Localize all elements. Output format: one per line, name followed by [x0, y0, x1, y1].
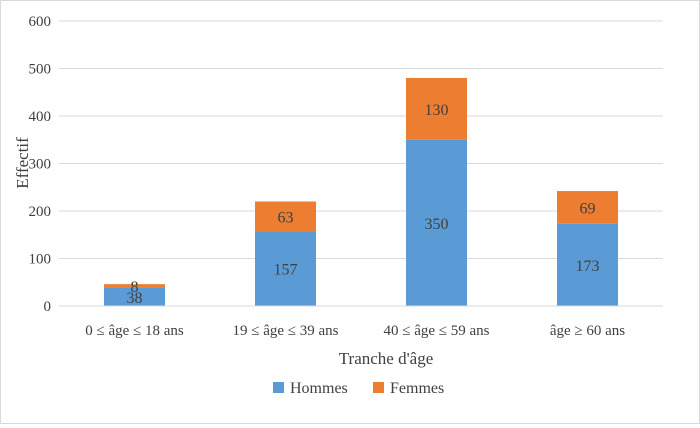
- x-tick-label: âge ≥ 60 ans: [550, 323, 625, 339]
- data-label-hommes: 350: [425, 216, 449, 233]
- x-axis-title: Tranche d'âge: [339, 349, 434, 368]
- x-tick-label: 19 ≤ âge ≤ 39 ans: [232, 323, 338, 339]
- legend: Hommes Femmes: [273, 380, 444, 397]
- bar-hommes-2: [406, 139, 467, 306]
- legend-label-hommes: Hommes: [290, 380, 348, 397]
- bars: [104, 78, 618, 306]
- data-label-hommes: 38: [127, 290, 143, 307]
- data-label-femmes: 69: [580, 200, 596, 217]
- x-axis-ticks: 0 ≤ âge ≤ 18 ans 19 ≤ âge ≤ 39 ans 40 ≤ âg…: [85, 323, 625, 339]
- legend-label-femmes: Femmes: [390, 380, 444, 397]
- y-axis-title: Effectif: [13, 137, 32, 189]
- bar-hommes-3: [557, 223, 618, 306]
- bar-femmes-3: [557, 191, 618, 224]
- legend-swatch-femmes: [373, 382, 384, 393]
- bar-femmes-0: [104, 284, 165, 288]
- y-tick-label: 600: [29, 14, 52, 30]
- y-tick-label: 500: [29, 62, 52, 78]
- data-labels: 388 157 63 350 130 173 69: [127, 102, 600, 307]
- bar-femmes-1: [255, 201, 316, 232]
- bar-hommes-1: [255, 231, 316, 306]
- data-label-hommes: 173: [576, 258, 600, 275]
- bar-hommes-0: [104, 287, 165, 306]
- x-tick-label: 40 ≤ âge ≤ 59 ans: [383, 323, 489, 339]
- y-axis-ticks: 0 100 200 300 400 500 600: [29, 14, 52, 315]
- data-label-femmes: 8: [131, 279, 139, 296]
- y-tick-label: 400: [29, 109, 52, 125]
- data-label-femmes: 63: [278, 209, 294, 226]
- y-tick-label: 100: [29, 252, 52, 268]
- data-label-hommes: 157: [274, 262, 298, 279]
- y-tick-label: 0: [44, 299, 52, 315]
- y-tick-label: 300: [29, 157, 52, 173]
- x-tick-label: 0 ≤ âge ≤ 18 ans: [85, 323, 184, 339]
- y-tick-label: 200: [29, 204, 52, 220]
- bar-femmes-2: [406, 78, 467, 140]
- legend-swatch-hommes: [273, 382, 284, 393]
- data-label-femmes: 130: [425, 102, 449, 119]
